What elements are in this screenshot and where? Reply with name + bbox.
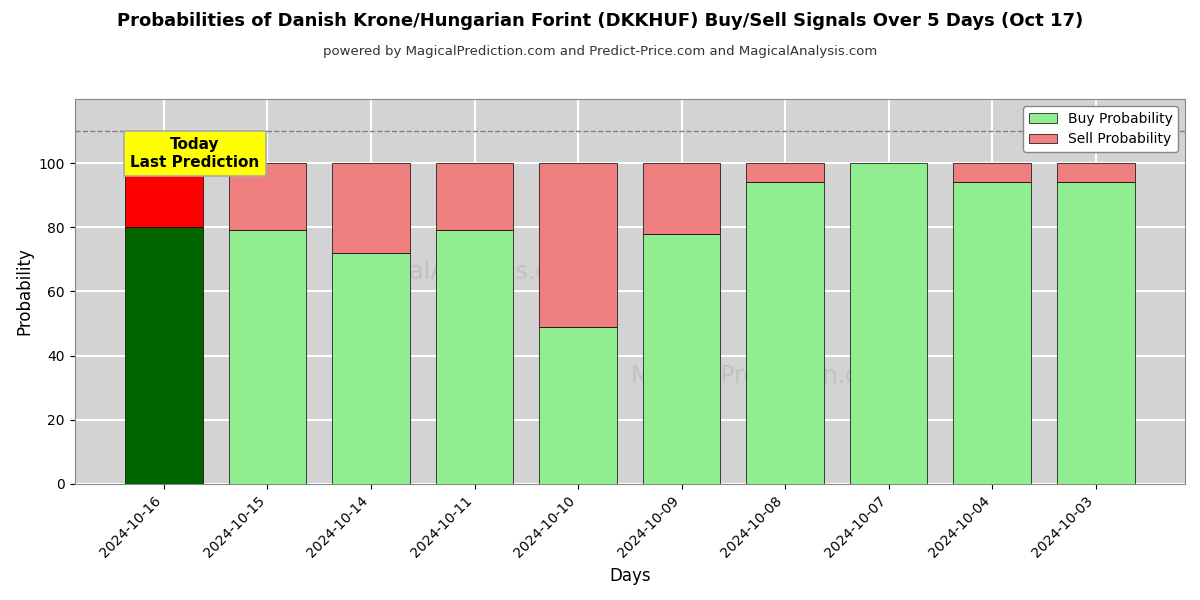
Bar (125, 227, 203, 484)
Bar (746, 163, 824, 182)
Bar (229, 163, 306, 230)
Bar (436, 230, 514, 484)
Bar (643, 163, 720, 233)
Text: powered by MagicalPrediction.com and Predict-Price.com and MagicalAnalysis.com: powered by MagicalPrediction.com and Pre… (323, 45, 877, 58)
Bar (850, 163, 928, 484)
Text: Probabilities of Danish Krone/Hungarian Forint (DKKHUF) Buy/Sell Signals Over 5 : Probabilities of Danish Krone/Hungarian … (116, 12, 1084, 30)
Bar (539, 163, 617, 326)
Legend: Buy Probability, Sell Probability: Buy Probability, Sell Probability (1024, 106, 1178, 152)
X-axis label: Days: Days (610, 567, 650, 585)
Bar (332, 253, 410, 484)
Bar (1057, 163, 1134, 182)
Bar (953, 182, 1031, 484)
Text: Today
Last Prediction: Today Last Prediction (131, 137, 259, 170)
Text: MagicalPrediction.com: MagicalPrediction.com (630, 364, 896, 388)
Bar (125, 163, 203, 227)
Text: MagicalAnalysis.com: MagicalAnalysis.com (341, 260, 586, 284)
Bar (746, 182, 824, 484)
Bar (643, 233, 720, 484)
Bar (539, 326, 617, 484)
Bar (1057, 182, 1134, 484)
Bar (229, 230, 306, 484)
Bar (953, 163, 1031, 182)
Bar (332, 163, 410, 253)
Bar (436, 163, 514, 230)
Y-axis label: Probability: Probability (16, 247, 34, 335)
